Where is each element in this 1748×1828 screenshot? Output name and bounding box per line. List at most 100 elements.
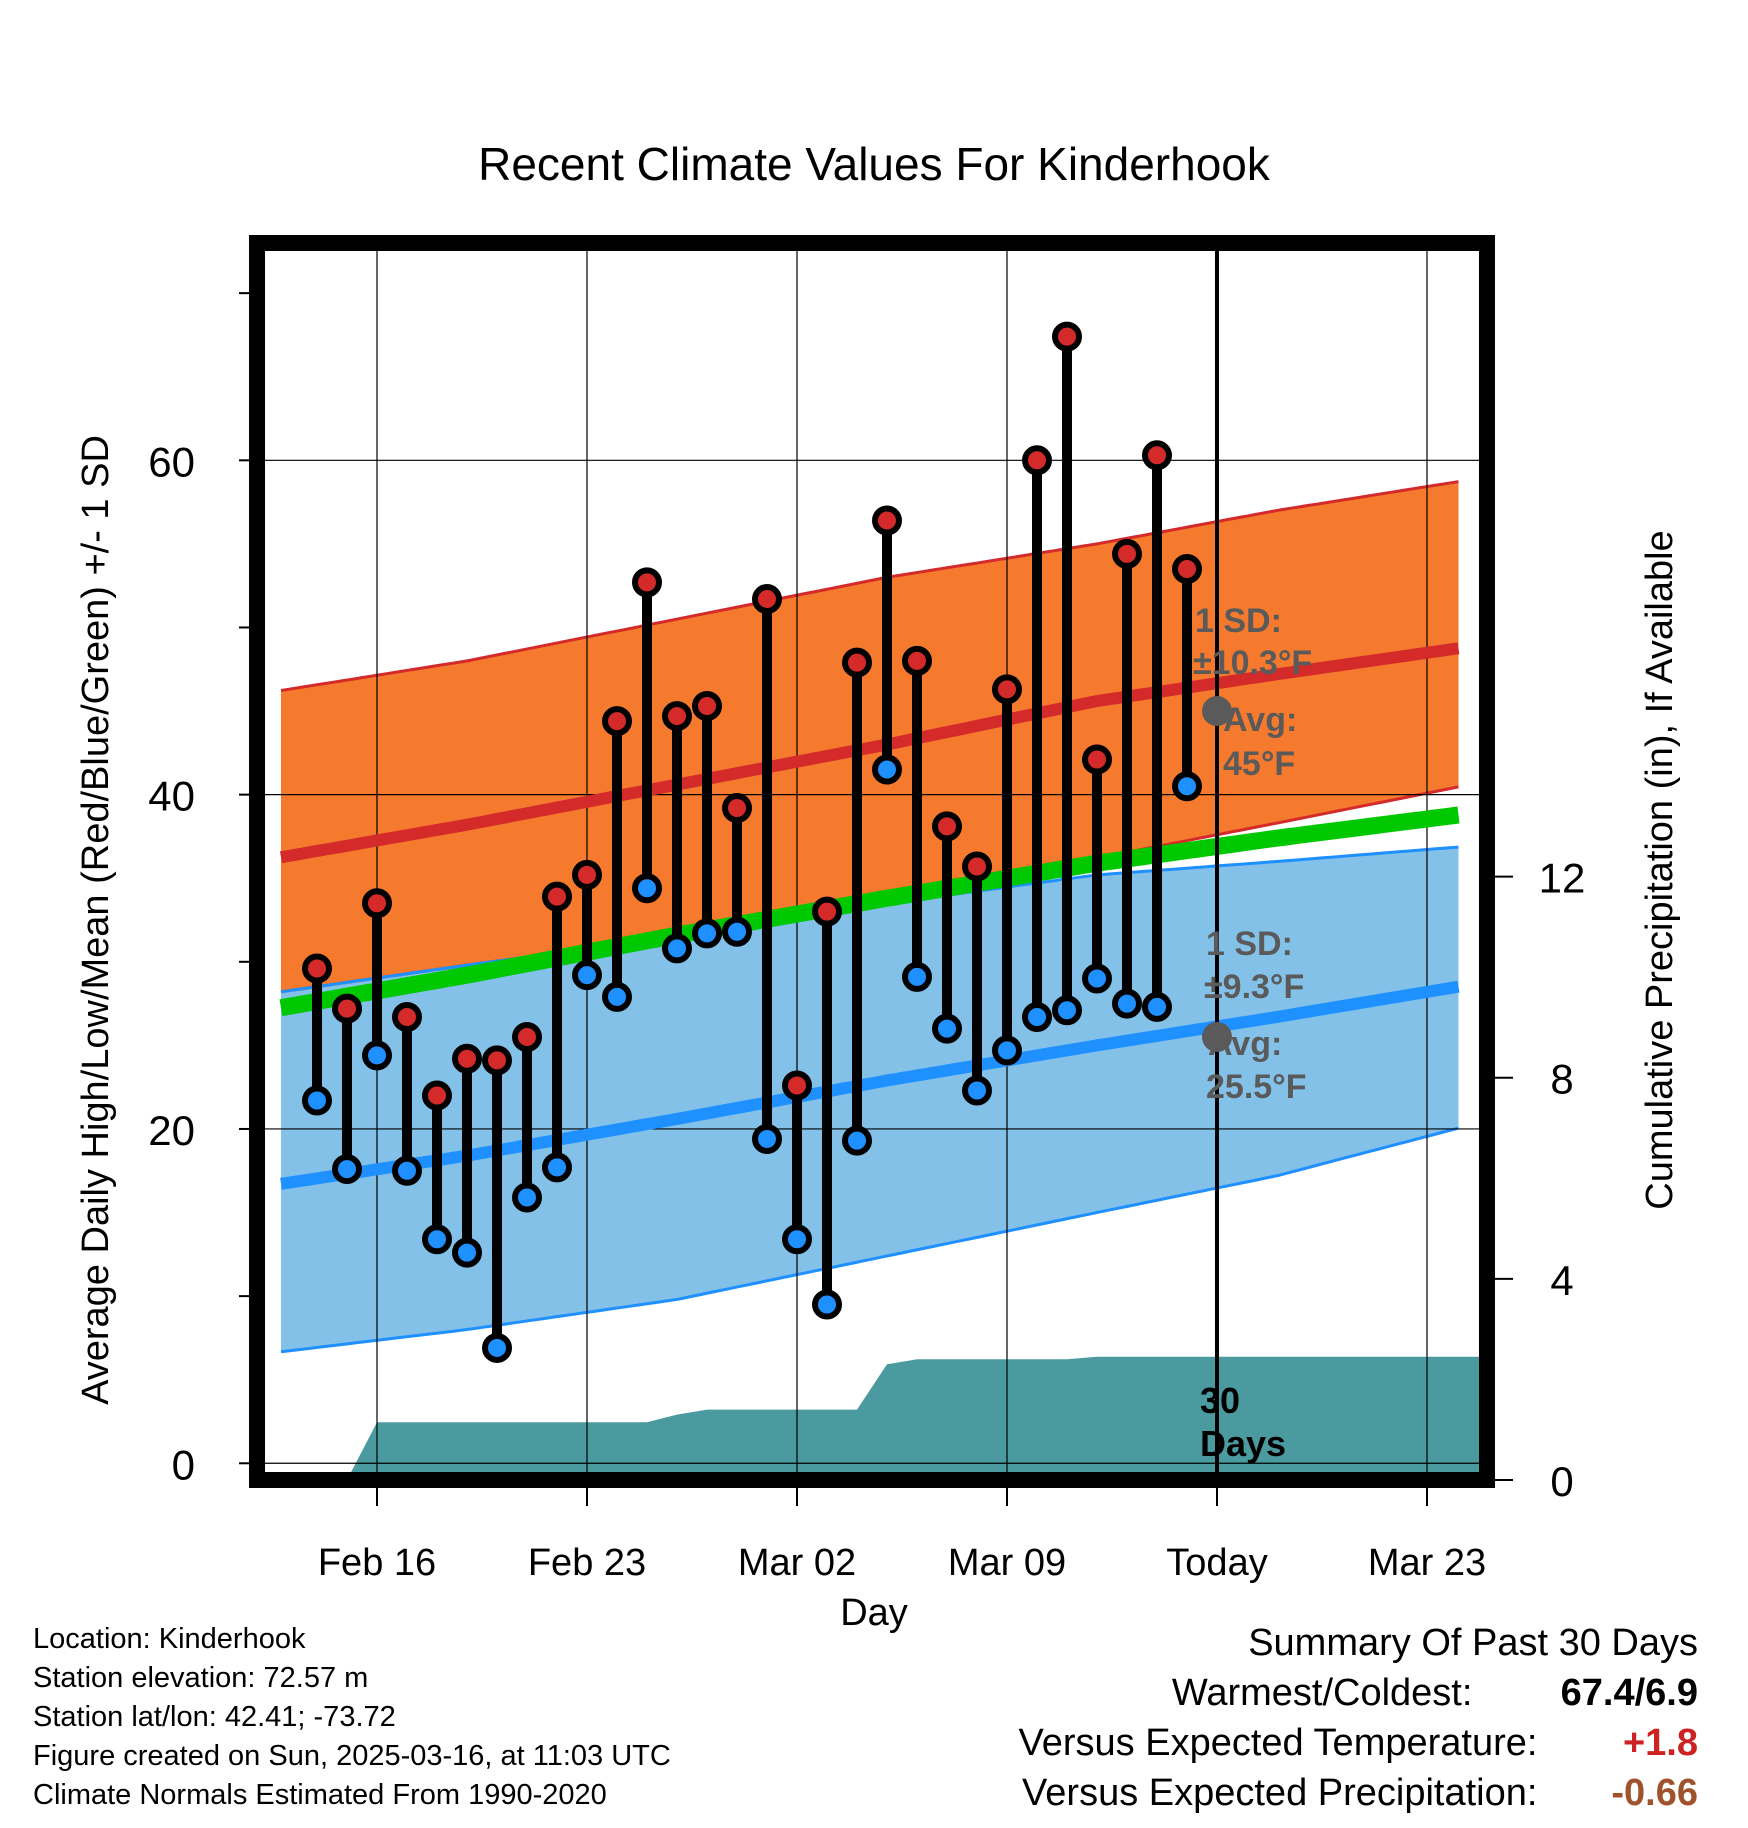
summary-title: Summary Of Past 30 Days (1248, 1622, 1698, 1664)
summary-precip-value: -0.66 (1611, 1772, 1698, 1814)
meta-elevation: Station elevation: 72.57 m (33, 1662, 369, 1694)
daily-low-point (872, 754, 902, 785)
daily-low-point (602, 981, 632, 1012)
low-normal-line (280, 980, 1460, 1190)
high-normal-line (279, 642, 1460, 864)
daily-high-point (392, 1001, 422, 1032)
daily-high-point (662, 701, 692, 732)
daily-high-point (842, 647, 872, 678)
x-axis-label: Day (840, 1592, 908, 1634)
daily-high-point (1082, 744, 1112, 775)
y-tick-label: 40 (148, 773, 195, 820)
daily-low-point (1142, 991, 1172, 1022)
daily-low-point (782, 1224, 812, 1255)
y2-tick-label: 4 (1550, 1257, 1573, 1304)
plot-area: 1 SD: ±10.3°F Avg: 45°F 1 SD: ±9.3°F Avg: 25.5°… (148, 235, 1586, 1584)
daily-high-point (602, 706, 632, 737)
summary-panel: Summary Of Past 30 Days Warmest/Coldest:… (1019, 1618, 1698, 1818)
daily-high-point (512, 1022, 542, 1053)
plot-frame (249, 235, 1495, 1488)
daily-high-point (872, 505, 902, 536)
daily-low-point (842, 1125, 872, 1156)
daily-high-point (722, 793, 752, 824)
daily-low-point (1172, 771, 1202, 802)
daily-low-point (512, 1182, 542, 1213)
y-tick-label: 60 (148, 438, 195, 485)
daily-low-point (752, 1123, 782, 1154)
x-tick-label: Mar 02 (738, 1542, 856, 1584)
y2-tick-label: 0 (1550, 1458, 1573, 1505)
daily-high-point (572, 859, 602, 890)
low-avg-marker (1202, 1022, 1232, 1053)
y2-tick-label: 8 (1550, 1056, 1573, 1103)
meta-created: Figure created on Sun, 2025-03-16, at 11… (33, 1740, 671, 1772)
summary-temp-row: Versus Expected Temperature: +1.8 (1019, 1718, 1698, 1768)
daily-low-point (812, 1289, 842, 1320)
high-sd-label: 1 SD: (1195, 602, 1282, 640)
daily-high-point (452, 1043, 482, 1074)
daily-low-point (452, 1237, 482, 1268)
y2-axis-label: Cumulative Precipitation (in), If Availa… (1639, 530, 1681, 1209)
mean-normal-line (279, 806, 1460, 1017)
precip-area (257, 1356, 1487, 1480)
daily-high-point (1142, 440, 1172, 471)
daily-low-point (1112, 988, 1142, 1019)
daily-high-point (542, 881, 572, 912)
daily-low-point (1082, 963, 1112, 994)
daily-high-point (362, 888, 392, 919)
x-tick-label: Feb 23 (528, 1542, 646, 1584)
daily-high-point (902, 645, 932, 676)
station-metadata: Location: Kinderhook Station elevation: … (33, 1620, 671, 1815)
summary-warmest-row: Warmest/Coldest: 67.4/6.9 (1019, 1668, 1698, 1718)
y-tick-label: 0 (172, 1441, 195, 1488)
daily-low-point (632, 873, 662, 904)
daily-low-point (1052, 995, 1082, 1026)
x-tick-label: Today (1166, 1542, 1267, 1584)
daily-low-point (932, 1013, 962, 1044)
daily-high-point (752, 584, 782, 615)
daily-high-point (1022, 445, 1052, 476)
high-avg-value: 45°F (1223, 745, 1295, 783)
low-sd-label: 1 SD: (1206, 925, 1293, 963)
daily-low-point (542, 1152, 572, 1183)
daily-low-point (902, 961, 932, 992)
high-avg-marker (1202, 696, 1232, 727)
y-tick-label: 20 (148, 1107, 195, 1154)
daily-high-point (962, 851, 992, 882)
x-tick-label: Mar 23 (1368, 1542, 1486, 1584)
high-sd-value: ±10.3°F (1193, 644, 1312, 682)
daily-high-point (1172, 553, 1202, 584)
summary-precip-row: Versus Expected Precipitation: -0.66 (1019, 1768, 1698, 1818)
high-avg-label: Avg: (1223, 701, 1297, 739)
summary-warmest-value: 67.4/6.9 (1560, 1672, 1698, 1714)
daily-low-point (362, 1040, 392, 1071)
daily-high-point (782, 1070, 812, 1101)
daily-high-point (332, 993, 362, 1024)
daily-low-point (692, 918, 722, 949)
daily-low-point (392, 1155, 422, 1186)
y-axis-label: Average Daily High/Low/Mean (Red/Blue/Gr… (75, 435, 117, 1405)
summary-warmest-label: Warmest/Coldest: (1171, 1672, 1473, 1714)
low-sd-value: ±9.3°F (1204, 968, 1304, 1006)
summary-precip-label: Versus Expected Precipitation: (1022, 1772, 1538, 1814)
daily-low-point (962, 1075, 992, 1106)
y2-tick-label: 12 (1539, 855, 1586, 902)
high-sd-band (281, 481, 1459, 992)
daily-low-point (482, 1332, 512, 1363)
high-sd-upper-line (280, 480, 1459, 692)
daily-low-point (722, 916, 752, 947)
daily-low-point (992, 1035, 1022, 1066)
daily-low-point (332, 1154, 362, 1185)
daily-high-point (482, 1045, 512, 1076)
summary-temp-label: Versus Expected Temperature: (1018, 1722, 1538, 1764)
summary-temp-value: +1.8 (1622, 1722, 1698, 1764)
daily-high-point (1052, 321, 1082, 352)
low-avg-value: 25.5°F (1206, 1068, 1307, 1106)
plot-content (257, 243, 1487, 1480)
daily-high-point (992, 674, 1022, 705)
daily-high-point (422, 1080, 452, 1111)
daily-high-point (302, 953, 332, 984)
chart-title: Recent Climate Values For Kinderhook (478, 138, 1271, 190)
daily-high-point (632, 567, 662, 598)
